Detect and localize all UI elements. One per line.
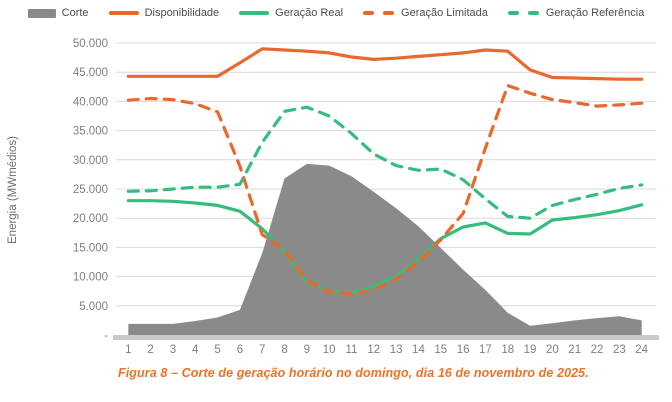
geracao-referencia-line — [126, 105, 644, 220]
y-tick-label: 40.000 — [73, 96, 108, 108]
x-tick-label: 23 — [613, 344, 626, 356]
y-axis-title: Energia (MWmédios) — [7, 136, 19, 244]
corte-swatch-icon — [27, 8, 56, 18]
x-tick-label: 7 — [259, 344, 265, 356]
legend-item-disponibilidade: Disponibilidade — [108, 7, 220, 19]
x-tick-label: 19 — [524, 344, 537, 356]
y-tick-label: 25.000 — [73, 184, 108, 196]
legend-label: Geração Limitada — [401, 7, 488, 19]
y-tick-label: 10.000 — [73, 272, 108, 284]
legend-item-geracao-referencia: Geração Referência — [507, 7, 645, 19]
y-tick-label: 30.000 — [73, 155, 108, 167]
geracao-limitada-swatch-icon — [363, 11, 395, 15]
geracao-real-swatch-icon — [239, 11, 270, 15]
x-tick-label: 4 — [192, 344, 199, 356]
x-tick-label: 13 — [390, 344, 403, 356]
legend-label: Disponibilidade — [144, 7, 220, 19]
x-tick-label: 3 — [170, 344, 176, 356]
disponibilidade-line — [126, 47, 644, 81]
x-tick-label: 18 — [501, 344, 514, 356]
disponibilidade-swatch-icon — [108, 11, 139, 15]
x-tick-label: 22 — [591, 344, 604, 356]
x-tick-label: 16 — [457, 344, 470, 356]
legend-item-geracao-real: Geração Real — [239, 7, 343, 19]
legend-label: Corte — [61, 7, 89, 19]
legend-label: Geração Referência — [545, 7, 645, 19]
x-tick-label: 20 — [546, 344, 559, 356]
x-tick-label: 15 — [434, 344, 447, 356]
legend-item-corte: Corte — [27, 7, 89, 19]
geracao-referencia-swatch-icon — [507, 11, 540, 15]
figure-caption: Figura 8 – Corte de geração horário no d… — [118, 366, 589, 380]
y-tick-label: 50.000 — [73, 38, 108, 50]
geracao-real-line — [126, 199, 644, 295]
x-tick-label: 14 — [412, 344, 425, 356]
y-tick-label: 15.000 — [73, 242, 108, 254]
y-tick-label: 45.000 — [73, 67, 108, 79]
legend-label: Geração Real — [275, 7, 344, 19]
x-axis-line — [113, 335, 659, 340]
x-tick-label: 5 — [214, 344, 220, 356]
x-tick-label: 1 — [125, 344, 131, 356]
x-tick-label: 21 — [568, 344, 581, 356]
x-tick-label: 10 — [323, 344, 336, 356]
x-tick-label: 17 — [479, 344, 492, 356]
chart-legend: Corte Disponibilidade Geração Real Geração … — [0, 7, 672, 19]
x-tick-label: 9 — [304, 344, 310, 356]
geracao-limitada-line — [126, 83, 644, 296]
x-tick-label: 24 — [635, 344, 648, 356]
x-tick-label: 6 — [237, 344, 243, 356]
x-tick-label: 12 — [367, 344, 380, 356]
y-tick-label: 35.000 — [73, 126, 108, 138]
corte-area — [128, 163, 642, 335]
legend-item-geracao-limitada: Geração Limitada — [363, 7, 488, 19]
y-tick-label: 5.000 — [79, 301, 108, 313]
y-tick-label: - — [104, 330, 108, 342]
x-tick-label: 2 — [147, 344, 153, 356]
x-tick-label: 8 — [281, 344, 287, 356]
x-tick-label: 11 — [346, 344, 358, 356]
y-tick-label: 20.000 — [73, 213, 108, 225]
